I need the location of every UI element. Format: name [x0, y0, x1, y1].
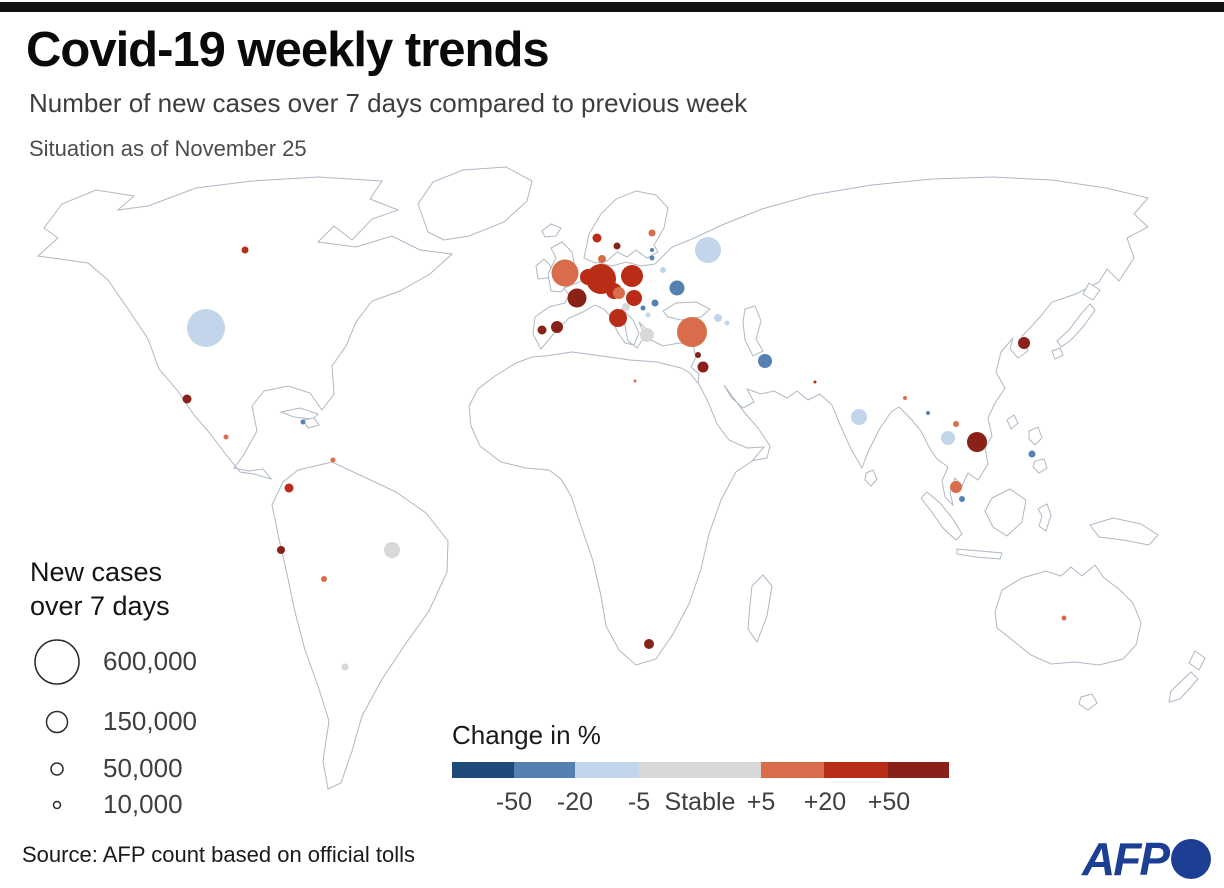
color-scale-tick-+5: +5 [746, 788, 776, 816]
map-bubble-georgia [714, 314, 722, 322]
top-bar [0, 2, 1224, 12]
map-bubble-argentina [341, 663, 349, 671]
map-bubble-mexico [182, 394, 192, 404]
color-segment--5 [575, 762, 639, 778]
color-scale-bar [452, 762, 949, 778]
color-scale-tick-Stable: Stable [664, 788, 736, 816]
color-segment-+20 [824, 762, 888, 778]
page-subtitle: Number of new cases over 7 days compared… [29, 88, 748, 118]
afp-logo-dot-icon [1171, 839, 1211, 879]
map-bubble-moldova [651, 299, 659, 307]
color-scale-tick--20: -20 [556, 788, 594, 816]
color-scale-tick-+50: +50 [867, 788, 911, 816]
color-scale-tick--50: -50 [495, 788, 533, 816]
map-bubble-peru [277, 546, 285, 554]
map-bubble-south-africa [644, 639, 654, 649]
map-bubble-north-macedonia [645, 312, 651, 318]
map-bubble-hungary [626, 290, 642, 306]
map-bubble-dominican-republic [300, 419, 306, 425]
map-bubble-malaysia [950, 481, 962, 493]
map-bubble-greece [640, 328, 654, 342]
size-legend-title-line1: New cases [30, 557, 163, 587]
size-legend-circles [34, 639, 80, 810]
page-title: Covid-19 weekly trends [26, 23, 550, 77]
color-scale-tick--5: -5 [627, 788, 651, 816]
map-bubble-guatemala [223, 434, 229, 440]
world-map-outline [36, 166, 1206, 790]
map-bubble-usa [187, 309, 225, 347]
size-legend-title-line2: over 7 days [30, 590, 170, 621]
map-bubble-iran [758, 354, 772, 368]
color-segment-+50 [888, 762, 949, 778]
color-segment-stable [639, 762, 761, 778]
color-scale-ticks: -50 -20 -5 Stable +5 +20 +50 [452, 788, 949, 818]
map-bubble-latvia [649, 255, 655, 261]
size-legend-title: New cases over 7 days [30, 556, 250, 624]
map-bubble-philippines [1028, 450, 1036, 458]
map-bubble-lebanon [695, 352, 701, 358]
situation-date: Situation as of November 25 [29, 136, 307, 161]
size-legend-label-150,000: 150,000 [103, 706, 197, 736]
map-bubble-azerbaijan [724, 320, 730, 326]
map-bubble-estonia [650, 248, 654, 252]
size-legend-circle-10,000 [52, 800, 62, 810]
map-bubble-sweden [613, 242, 621, 250]
map-bubble-norway [592, 233, 602, 243]
bubble-layer [182, 229, 1067, 671]
map-bubble-myanmar [926, 411, 930, 415]
afp-logo-text: AFP [1082, 833, 1170, 885]
afp-logo: AFP [1082, 832, 1211, 886]
source-line: Source: AFP count based on official toll… [22, 842, 415, 867]
size-legend-circle-600,000 [34, 639, 80, 685]
map-bubble-serbia [640, 305, 646, 311]
map-bubble-italy [609, 309, 627, 327]
map-bubble-austria [613, 287, 625, 299]
map-bubble-spain [551, 321, 563, 333]
map-bubble-portugal [537, 325, 547, 335]
map-bubble-israel [697, 361, 709, 373]
color-segment--50 [452, 762, 514, 778]
map-bubble-bolivia [321, 576, 327, 582]
map-bubble-canada [241, 246, 249, 254]
size-legend-label-10,000: 10,000 [103, 789, 183, 819]
map-bubble-laos [953, 421, 959, 427]
size-legend-label-50,000: 50,000 [103, 753, 183, 783]
size-legend-circle-150,000 [45, 710, 69, 734]
map-bubble-france [567, 288, 587, 308]
map-bubble-colombia [284, 483, 294, 493]
color-legend-title: Change in % [452, 720, 601, 750]
size-legend-label-600,000: 600,000 [103, 646, 197, 676]
map-bubble-denmark [598, 255, 606, 263]
map-bubble-india [851, 409, 867, 425]
map-bubble-singapore [959, 496, 965, 502]
map-bubble-thailand [941, 431, 955, 445]
map-bubble-uk [551, 259, 579, 287]
map-bubble-russia [695, 237, 721, 263]
map-bubble-lithuania [660, 267, 666, 273]
map-bubble-brazil [384, 542, 400, 558]
color-segment-+5 [761, 762, 824, 778]
map-bubble-australia [1061, 615, 1067, 621]
size-legend-circle-50,000 [50, 762, 64, 776]
map-bubble-trinidad [330, 457, 336, 463]
color-scale-tick-+20: +20 [803, 788, 847, 816]
map-bubble-vietnam [967, 432, 987, 452]
map-bubble-bosnia [622, 303, 630, 311]
map-bubble-netherlands [580, 269, 596, 285]
map-bubble-pakistan [813, 380, 817, 384]
map-bubble-bangladesh [903, 396, 907, 400]
map-bubble-south-korea [1018, 337, 1030, 349]
map-bubble-ukraine [669, 280, 685, 296]
map-bubble-finland [648, 229, 656, 237]
map-bubble-poland [621, 265, 643, 287]
map-bubble-egypt [633, 379, 637, 383]
map-bubble-turkey [677, 317, 707, 347]
color-segment--20 [514, 762, 575, 778]
